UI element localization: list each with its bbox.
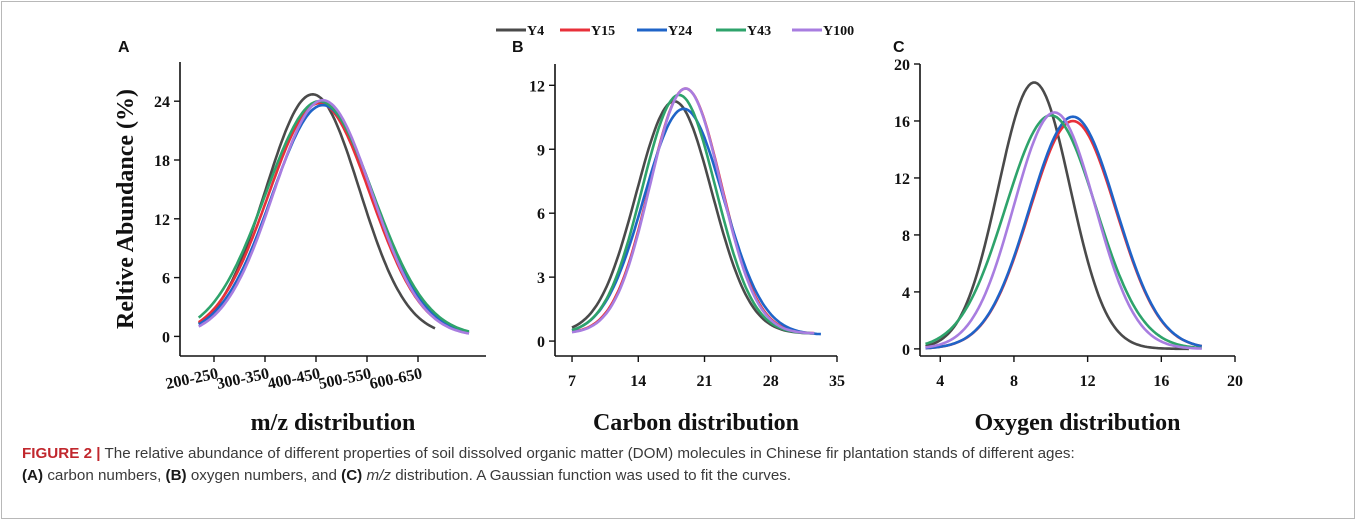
caption-text-3: oxygen numbers, and: [190, 467, 337, 484]
x-axis-label: m/z distribution: [251, 410, 416, 436]
y-axis-label: Reltive Abundance (%): [113, 89, 139, 329]
y-tick-label: 8: [902, 228, 910, 245]
x-tick-label: 12: [1080, 373, 1096, 390]
y-tick-label: 6: [162, 271, 170, 288]
y-tick-label: 9: [537, 142, 545, 159]
x-tick-label: 7: [568, 373, 576, 390]
panel-letter-b: B: [512, 39, 524, 56]
y-tick-label: 24: [154, 94, 170, 111]
series-line-y24: [925, 115, 1203, 350]
y-tick-label: 12: [529, 78, 545, 95]
legend-label-y15: Y15: [591, 24, 615, 39]
caption-text-2: carbon numbers,: [47, 467, 162, 484]
series-line-y24: [198, 103, 470, 334]
caption-text-1: The relative abundance of different prop…: [104, 445, 1075, 462]
series-line-y43: [197, 99, 470, 333]
x-tick-label: 20: [1227, 373, 1243, 390]
legend-label-y100: Y100: [823, 24, 854, 39]
x-tick-label: 16: [1153, 373, 1169, 390]
figure-svg: Y4 Y15 Y24 Y43 Y100A06121824200-250300-35040…: [113, 24, 1243, 436]
y-tick-label: 16: [894, 114, 910, 131]
x-axis-label: Carbon distribution: [593, 410, 799, 436]
caption-mz: m/z: [366, 467, 391, 484]
x-axis-label: Oxygen distribution: [974, 410, 1180, 436]
panel-a: A 0 6 12 18 24 200-250300-350400-450500-550600…: [113, 39, 486, 436]
x-tick-label: 500-550: [317, 365, 373, 393]
caption-tag-c: (C): [341, 467, 363, 484]
x-tick-label: 14: [630, 373, 646, 390]
x-tick-label: 600-650: [368, 365, 424, 393]
y-tick-label: 20: [894, 57, 910, 74]
x-tick-label: 200-250: [164, 365, 220, 393]
figure-caption: FIGURE 2 | The relative abundance of dif…: [22, 443, 1342, 487]
panel-c: C 0 4 8 12 16 20 4 8 12 16 20 Oxygen distribution: [893, 39, 1243, 436]
series-line-y100: [198, 98, 470, 335]
caption-tag-b: (B): [165, 467, 187, 484]
x-tick-label: 400-450: [266, 365, 322, 393]
x-tick-label: 8: [1010, 373, 1018, 390]
series-line-y15: [197, 101, 470, 335]
caption-text-4: distribution. A Gaussian function was us…: [395, 467, 792, 484]
legend: Y4 Y15 Y24 Y43 Y100: [496, 24, 854, 39]
series-line-y24: [571, 107, 821, 336]
y-tick-label: 4: [902, 285, 910, 302]
x-tick-label: 300-350: [215, 365, 271, 393]
legend-label-y24: Y24: [668, 24, 692, 39]
legend-label-y43: Y43: [747, 24, 771, 39]
x-tick-label: 21: [697, 373, 713, 390]
panel-letter-c: C: [893, 39, 905, 56]
series-line-y100: [925, 111, 1202, 350]
y-tick-label: 18: [154, 153, 170, 170]
series-line-y4: [197, 93, 436, 330]
y-tick-label: 0: [162, 329, 170, 346]
caption-figure-label: FIGURE 2 |: [22, 445, 101, 462]
y-tick-label: 0: [537, 334, 545, 351]
series-line-y43: [571, 93, 815, 335]
y-tick-label: 3: [537, 270, 545, 287]
series-line-y100: [571, 87, 815, 335]
y-tick-label: 12: [894, 171, 910, 188]
y-tick-label: 6: [537, 206, 545, 223]
series-line-y43: [925, 114, 1202, 350]
y-tick-label: 0: [902, 342, 910, 359]
y-tick-label: 12: [154, 212, 170, 229]
x-tick-label: 35: [829, 373, 845, 390]
x-tick-label: 4: [936, 373, 944, 390]
caption-tag-a: (A): [22, 467, 44, 484]
legend-label-y4: Y4: [527, 24, 544, 39]
panel-letter-a: A: [118, 39, 130, 56]
x-tick-label: 28: [763, 373, 779, 390]
panel-b: B 0 3 6 9 12 7 14 21 28 35 Carbon distribution: [512, 39, 845, 436]
